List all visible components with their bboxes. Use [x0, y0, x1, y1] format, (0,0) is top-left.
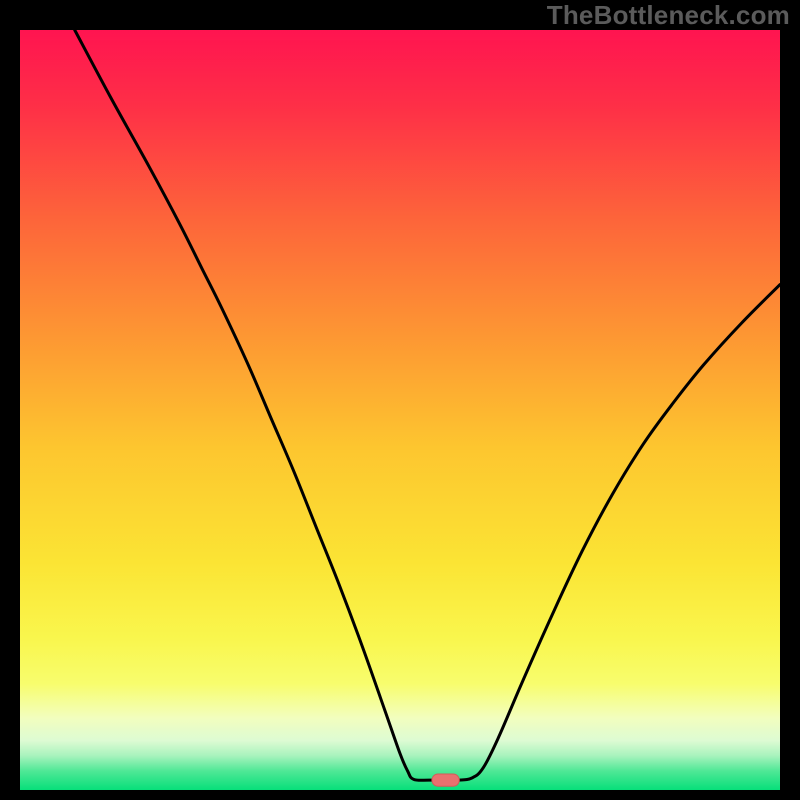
optimum-marker: [432, 774, 459, 786]
watermark-text: TheBottleneck.com: [547, 0, 790, 31]
chart-stage: TheBottleneck.com: [0, 0, 800, 800]
bottleneck-gradient-chart: [0, 0, 800, 800]
